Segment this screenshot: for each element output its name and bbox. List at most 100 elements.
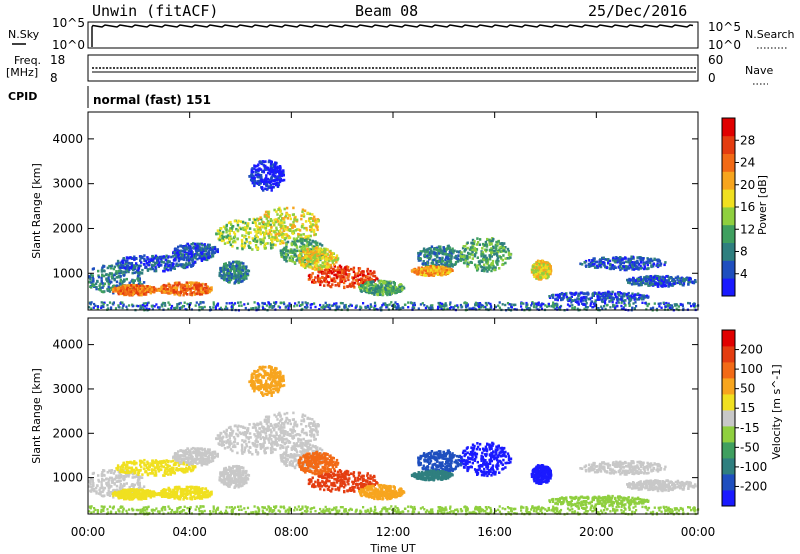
- heatmap-cell: [311, 223, 315, 226]
- heatmap-cell: [176, 292, 180, 296]
- heatmap-cell: [631, 278, 634, 281]
- heatmap-cell: [127, 290, 130, 294]
- heatmap-cell: [438, 272, 442, 275]
- heatmap-cell: [440, 270, 443, 274]
- heatmap-cell: [216, 229, 220, 232]
- heatmap-cell: [319, 266, 322, 270]
- heatmap-cell: [235, 264, 238, 267]
- heatmap-cell: [398, 285, 402, 289]
- heatmap-cell: [281, 253, 284, 257]
- heatmap-cell: [275, 226, 278, 230]
- heatmap-cell: [136, 292, 139, 296]
- heatmap-cell: [166, 287, 169, 291]
- heatmap-cell: [475, 243, 479, 246]
- heatmap-cell: [229, 269, 232, 273]
- heatmap-cell: [361, 284, 365, 287]
- heatmap-cell: [625, 267, 629, 270]
- heatmap-cell: [189, 281, 192, 284]
- heatmap-cell: [378, 289, 381, 293]
- heatmap-cell: [654, 274, 657, 278]
- heatmap-cell: [218, 271, 221, 275]
- heatmap-cell: [233, 272, 236, 276]
- heatmap-cell: [177, 256, 180, 260]
- heatmap-cell: [218, 235, 222, 238]
- heatmap-cell: [679, 282, 682, 286]
- heatmap-cell: [288, 214, 291, 218]
- heatmap-cell: [471, 238, 475, 242]
- heatmap-cell: [269, 229, 273, 232]
- heatmap-cell: [427, 247, 431, 250]
- heatmap-cell: [319, 283, 322, 287]
- heatmap-cell: [371, 287, 375, 290]
- heatmap-cell: [200, 285, 203, 288]
- heatmap-cell: [582, 292, 586, 295]
- heatmap-cell: [368, 276, 372, 279]
- heatmap-cell: [278, 172, 281, 175]
- heatmap-cell: [256, 180, 259, 183]
- heatmap-cell: [598, 298, 601, 301]
- heatmap-cell: [151, 308, 154, 311]
- heatmap-cell: [546, 305, 549, 308]
- heatmap-cell: [628, 304, 631, 307]
- heatmap-cell: [388, 303, 391, 306]
- heatmap-cell: [138, 273, 141, 277]
- heatmap-cell: [571, 299, 574, 302]
- heatmap-cell: [426, 256, 429, 259]
- heatmap-cell: [419, 272, 423, 276]
- heatmap-cell: [507, 251, 511, 255]
- nsky-trace: [91, 24, 694, 47]
- heatmap-cell: [631, 292, 634, 296]
- heatmap-cell: [353, 286, 356, 289]
- heatmap-cell: [231, 240, 235, 244]
- heatmap-cell: [481, 304, 485, 308]
- heatmap-cell: [644, 279, 648, 283]
- heatmap-cell: [155, 289, 158, 292]
- heatmap-cell: [279, 239, 282, 242]
- heatmap-cell: [342, 271, 345, 274]
- heatmap-cell: [271, 240, 274, 244]
- heatmap-cell: [240, 304, 243, 307]
- beam-title: Beam 08: [355, 2, 418, 20]
- heatmap-cell: [321, 261, 324, 265]
- heatmap-cell: [188, 244, 191, 248]
- heatmap-cell: [584, 298, 587, 301]
- heatmap-cell: [158, 289, 161, 292]
- heatmap-cell: [664, 261, 667, 264]
- heatmap-cell: [483, 244, 487, 247]
- heatmap-cell: [618, 291, 621, 294]
- heatmap-cell: [308, 238, 312, 242]
- heatmap-cell: [450, 254, 453, 258]
- heatmap-cell: [400, 288, 404, 291]
- heatmap-cell: [198, 247, 201, 250]
- heatmap-cell: [151, 290, 154, 294]
- heatmap-cell: [417, 269, 420, 273]
- heatmap-cell: [263, 234, 266, 238]
- heatmap-cell: [247, 244, 250, 248]
- heatmap-cell: [472, 244, 475, 247]
- heatmap-cell: [679, 277, 682, 280]
- heatmap-cell: [102, 284, 105, 288]
- heatmap-cell: [150, 288, 154, 291]
- heatmap-cell: [273, 230, 276, 234]
- heatmap-cell: [294, 238, 297, 242]
- heatmap-cell: [245, 277, 248, 280]
- heatmap-cell: [329, 263, 333, 267]
- heatmap-cell: [281, 240, 284, 243]
- heatmap-cell: [202, 291, 205, 294]
- heatmap-cell: [544, 275, 547, 278]
- heatmap-cell: [280, 255, 283, 258]
- heatmap-cell: [320, 244, 324, 247]
- heatmap-cell: [280, 224, 283, 227]
- heatmap-cell: [309, 303, 312, 306]
- heatmap-cell: [396, 290, 399, 293]
- heatmap-cell: [251, 167, 254, 170]
- heatmap-cell: [278, 234, 281, 237]
- heatmap-cell: [118, 282, 122, 285]
- heatmap-cell: [481, 251, 484, 254]
- heatmap-cell: [381, 280, 384, 283]
- heatmap-cell: [203, 243, 206, 246]
- heatmap-cell: [604, 298, 607, 301]
- heatmap-cell: [574, 291, 578, 295]
- heatmap-cell: [472, 242, 476, 245]
- heatmap-cell: [130, 287, 133, 291]
